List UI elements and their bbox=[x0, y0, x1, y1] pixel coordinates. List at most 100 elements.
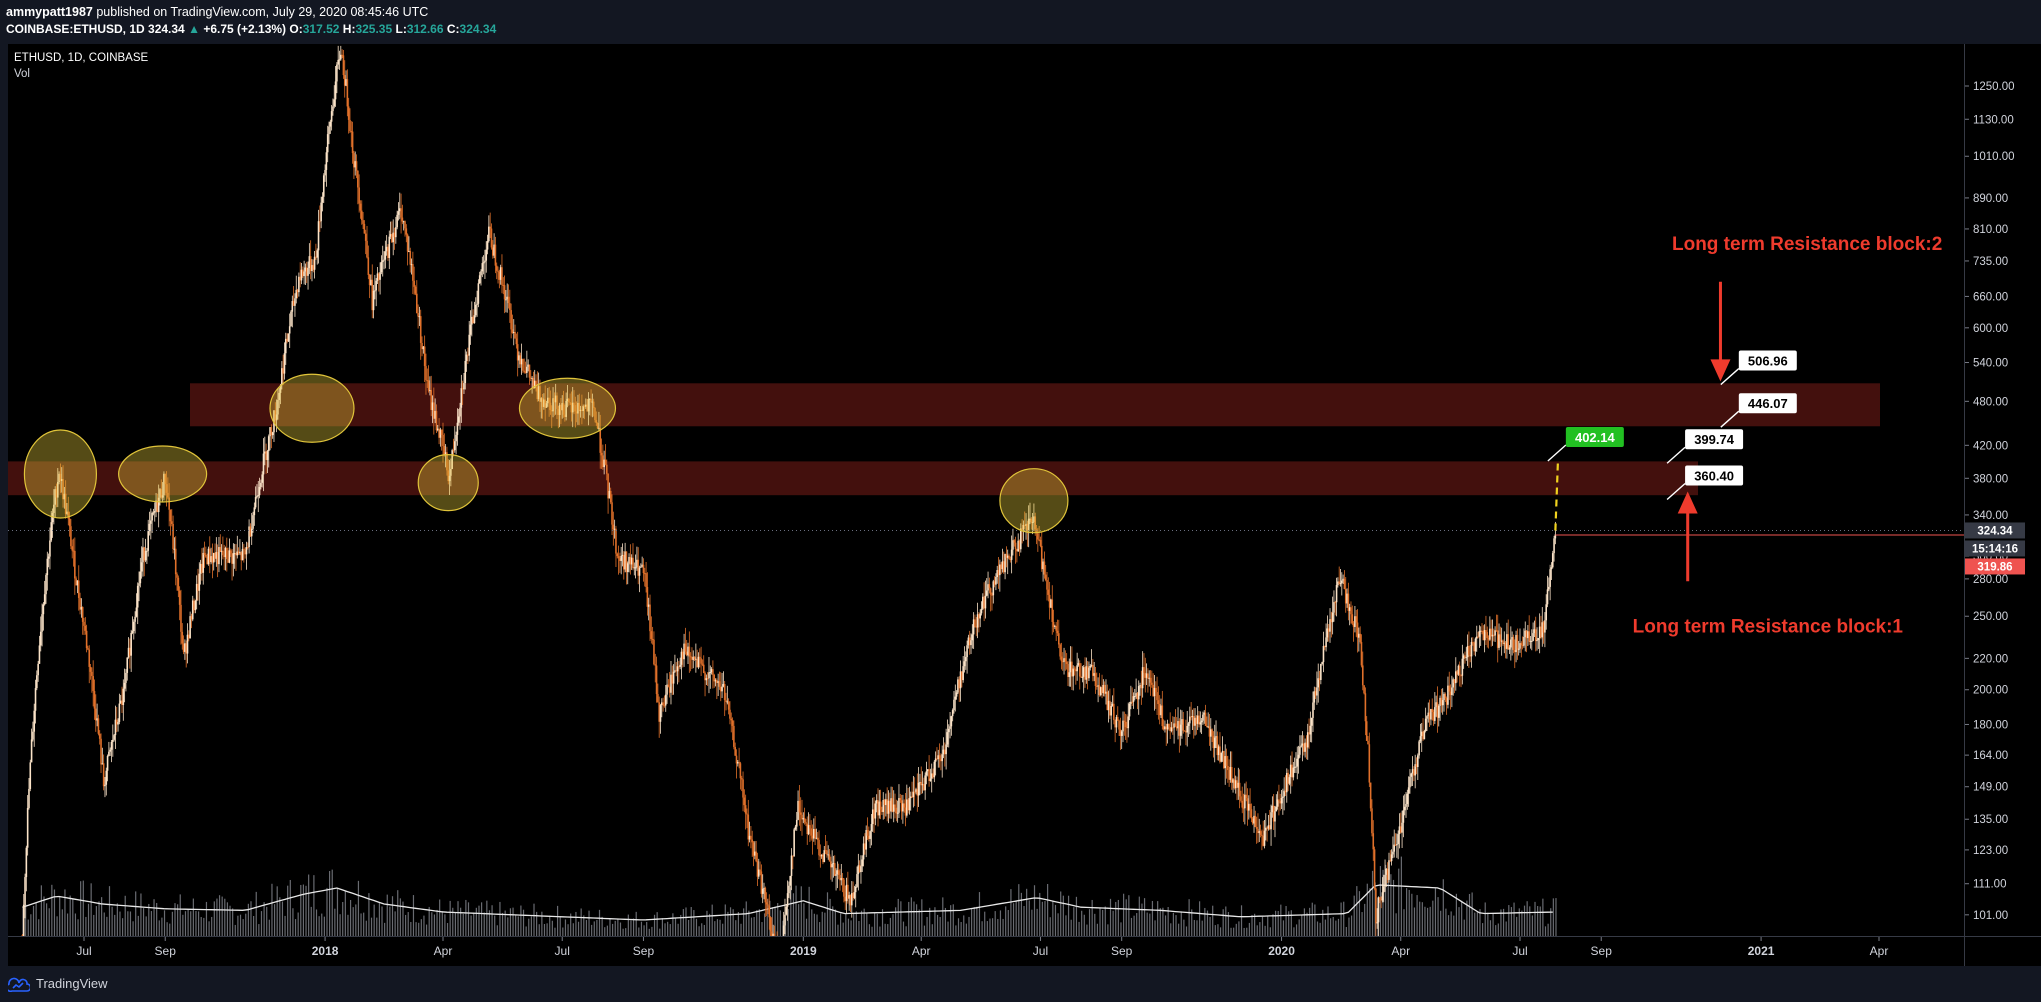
candle-body bbox=[1417, 755, 1419, 768]
candle-body bbox=[1363, 685, 1365, 694]
candle-body bbox=[815, 837, 818, 839]
candle-body bbox=[1494, 630, 1496, 636]
candle-body bbox=[206, 556, 208, 564]
candle-body bbox=[1313, 691, 1316, 703]
candle-body bbox=[299, 276, 301, 281]
candle-body bbox=[987, 584, 989, 591]
volume-bar bbox=[491, 905, 493, 936]
candle-body bbox=[353, 153, 355, 168]
volume-bar bbox=[187, 909, 189, 936]
candle-body bbox=[528, 364, 531, 378]
volume-bar bbox=[522, 909, 525, 936]
candle-body bbox=[913, 791, 916, 793]
candle-body bbox=[330, 111, 333, 122]
volume-bar bbox=[1212, 905, 1214, 936]
volume-bar bbox=[659, 928, 661, 936]
candle-body bbox=[685, 651, 688, 656]
candle-body bbox=[1546, 589, 1549, 605]
prev-close-tag-bg bbox=[1965, 558, 2025, 575]
volume-bar bbox=[496, 925, 498, 936]
candle-body bbox=[655, 665, 658, 695]
volume-bar bbox=[1138, 896, 1140, 936]
candle-body bbox=[592, 401, 595, 408]
candle-body bbox=[912, 791, 915, 798]
candle-body bbox=[946, 732, 949, 745]
volume-bar bbox=[61, 909, 63, 936]
price-change: +6.75 (+2.13%) bbox=[203, 22, 287, 36]
volume-bar bbox=[1141, 903, 1143, 936]
candle-body bbox=[1413, 769, 1415, 776]
candle-body bbox=[246, 546, 249, 548]
candle-body bbox=[970, 640, 972, 646]
volume-bar bbox=[74, 913, 77, 936]
candle-body bbox=[683, 643, 685, 660]
price-axis[interactable]: 1250.00 1130.00 1010.00 890.00 810.00 735.00 6… bbox=[1964, 44, 2041, 936]
candle-body bbox=[961, 671, 963, 681]
volume-bar bbox=[719, 919, 721, 936]
candle-body bbox=[1358, 633, 1360, 638]
candle-body bbox=[718, 681, 721, 687]
candle-body bbox=[55, 489, 58, 498]
volume-bar bbox=[205, 901, 208, 936]
volume-bar bbox=[190, 911, 192, 936]
candle-body bbox=[712, 669, 714, 675]
candle-body bbox=[1430, 708, 1432, 720]
price-label-box[interactable] bbox=[1685, 465, 1744, 486]
candle-body bbox=[405, 228, 408, 235]
candle-body bbox=[934, 758, 937, 762]
candle-body bbox=[578, 402, 581, 412]
candle-body bbox=[384, 251, 387, 260]
candle-body bbox=[654, 664, 657, 666]
volume-bar bbox=[1463, 919, 1465, 936]
candle-body bbox=[1017, 540, 1019, 552]
volume-bar bbox=[279, 897, 281, 936]
candle-body bbox=[1516, 635, 1519, 650]
candle-body bbox=[1544, 620, 1546, 633]
footer-brand[interactable]: TradingView bbox=[36, 976, 108, 991]
candle-body bbox=[523, 370, 526, 372]
candle-body bbox=[1398, 826, 1401, 835]
candle-body bbox=[709, 672, 712, 674]
volume-bar bbox=[1217, 924, 1219, 936]
volume-bar bbox=[1466, 900, 1468, 936]
volume-bar bbox=[695, 918, 698, 936]
candle-body bbox=[1133, 696, 1136, 698]
price-label-box[interactable] bbox=[1685, 429, 1744, 450]
candle-body bbox=[414, 286, 417, 294]
volume-bar bbox=[266, 906, 268, 936]
candle-body bbox=[836, 870, 839, 875]
price-label-box[interactable] bbox=[1738, 350, 1797, 371]
volume-bar bbox=[635, 911, 637, 936]
publisher-name[interactable]: ammypatt1987 bbox=[6, 5, 93, 19]
volume-bar bbox=[462, 913, 464, 936]
candle-body bbox=[473, 315, 476, 324]
candle-body bbox=[366, 240, 368, 258]
candle-body bbox=[453, 441, 456, 451]
chart-pane[interactable]: Long term Resistance block:2 Long term Re… bbox=[8, 44, 1964, 936]
candle-body bbox=[1540, 626, 1542, 638]
volume-bar bbox=[1227, 911, 1230, 936]
candle-body bbox=[729, 709, 731, 719]
candle-body bbox=[1325, 637, 1327, 648]
volume-bar bbox=[915, 904, 918, 936]
candle-body bbox=[497, 270, 499, 272]
volume-bar bbox=[216, 898, 218, 936]
volume-bar bbox=[777, 903, 779, 936]
volume-bar bbox=[1327, 906, 1329, 936]
volume-bar bbox=[1149, 913, 1151, 936]
time-axis[interactable]: Jul Sep 2018 Apr Jul Sep 2019 Apr Jul Sep 2020 Apr J… bbox=[8, 936, 1964, 967]
candle-body bbox=[717, 681, 719, 683]
volume-bar bbox=[171, 911, 173, 936]
candle-body bbox=[954, 696, 957, 700]
volume-bar bbox=[999, 910, 1002, 936]
price-label-box[interactable] bbox=[1565, 427, 1624, 448]
volume-bar bbox=[1191, 909, 1193, 936]
candle-body bbox=[1403, 806, 1406, 811]
candle-body bbox=[33, 710, 36, 732]
candle-body bbox=[1261, 834, 1263, 836]
candle-body bbox=[667, 684, 670, 687]
candle-body bbox=[789, 875, 792, 886]
price-label-box[interactable] bbox=[1738, 393, 1797, 414]
y-tick-label: 164.00 bbox=[1973, 750, 2008, 762]
